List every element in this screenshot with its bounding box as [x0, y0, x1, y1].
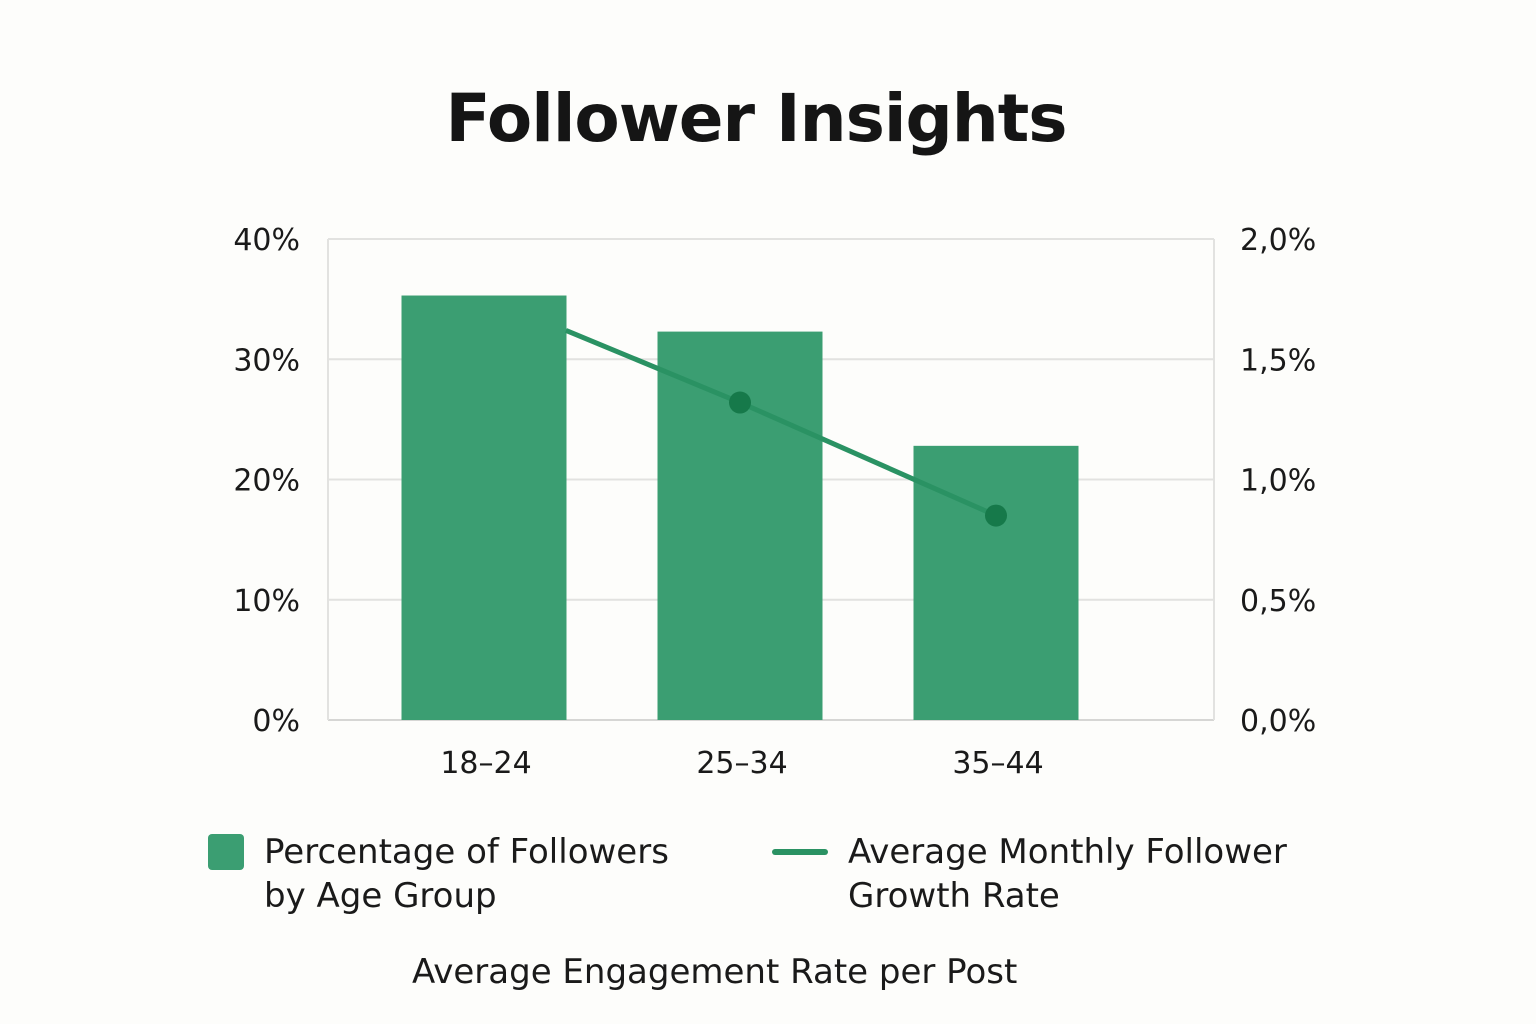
x-tick-label: 18–24: [440, 746, 531, 781]
legend-bar-label-line1: Percentage of Followers: [264, 832, 669, 872]
right-axis-ticks: 0,0% 0,5% 1,0% 1,5% 2,0%: [1240, 223, 1316, 739]
x-axis-ticks: 18–24 25–34 35–44: [440, 746, 1043, 781]
legend-line-label-line1: Average Monthly Follower: [848, 832, 1287, 872]
left-tick-label: 0%: [252, 704, 300, 739]
legend-line-label: Average Monthly Follower Growth Rate: [848, 830, 1287, 918]
left-tick-label: 10%: [233, 584, 300, 619]
legend-line-swatch: [772, 849, 828, 855]
chart-title: Follower Insights: [445, 80, 1067, 157]
growth-marker-35–44: [985, 504, 1007, 527]
legend-bar-label: Percentage of Followers by Age Group: [264, 830, 669, 918]
legend-line-label-line2: Growth Rate: [848, 876, 1060, 916]
right-tick-label: 1,0%: [1240, 464, 1316, 499]
x-tick-label: 35–44: [952, 746, 1043, 781]
left-axis-ticks: 0% 10% 20% 30% 40%: [233, 223, 300, 739]
left-tick-label: 30%: [233, 343, 300, 378]
right-tick-label: 0,0%: [1240, 704, 1316, 739]
left-tick-label: 40%: [233, 223, 300, 258]
bar-35–44: [913, 445, 1079, 720]
right-tick-label: 0,5%: [1240, 584, 1316, 619]
legend-bar-swatch: [208, 834, 244, 870]
chart-area: 0% 10% 20% 30% 40% 0,0% 0,5% 1,0% 1,5% 2,0% 18–2…: [233, 223, 1316, 781]
growth-markers: [729, 391, 1007, 527]
bar-25–34: [657, 331, 823, 720]
right-tick-label: 2,0%: [1240, 223, 1316, 258]
x-tick-label: 25–34: [696, 746, 787, 781]
growth-marker-25–34: [729, 391, 751, 414]
footer-label: Average Engagement Rate per Post: [412, 952, 1018, 992]
left-tick-label: 20%: [233, 464, 300, 499]
right-tick-label: 1,5%: [1240, 343, 1316, 378]
bar-18–24: [401, 295, 567, 720]
bars: [401, 295, 1079, 720]
legend-bar-label-line2: by Age Group: [264, 876, 497, 916]
